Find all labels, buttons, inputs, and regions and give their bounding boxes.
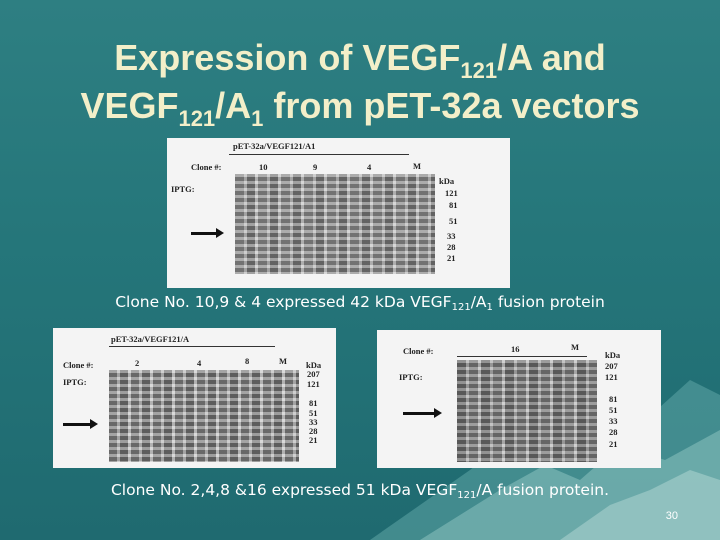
arrow-icon [63, 419, 98, 429]
gel-lanes [235, 174, 435, 274]
clone-label: Clone #: [191, 162, 222, 172]
marker-kda: 33 [609, 416, 618, 426]
marker-kda: 28 [309, 426, 318, 436]
clone-number: 10 [259, 162, 268, 172]
clone-number: 16 [511, 344, 520, 354]
arrow-icon [191, 228, 224, 238]
iptg-label: IPTG: [171, 184, 195, 194]
kda-label: kDa [439, 176, 455, 186]
arrow-icon [403, 408, 442, 418]
marker-kda: 33 [309, 417, 318, 427]
marker-kda: 28 [447, 242, 456, 252]
caption-top: Clone No. 10,9 & 4 expressed 42 kDa VEGF… [115, 293, 605, 313]
clone-number: 8 [245, 356, 250, 366]
marker-kda: 81 [309, 398, 318, 408]
marker-kda: 207 [605, 361, 618, 371]
caption-bottom: Clone No. 2,4,8 &16 expressed 51 kDa VEG… [110, 481, 610, 501]
marker-lane-label: M [413, 161, 422, 171]
marker-kda: 121 [307, 379, 320, 389]
clone-label: Clone #: [403, 346, 434, 356]
marker-kda: 33 [447, 231, 456, 241]
gel-header: pET-32a/VEGF121/A [111, 334, 190, 344]
gel-lanes [457, 360, 597, 462]
marker-kda: 121 [445, 188, 458, 198]
clone-number: 4 [367, 162, 372, 172]
gel-image-2: pET-32a/VEGF121/A Clone #: 2 4 8 M IPTG:… [53, 328, 336, 468]
gel-image-3: Clone #: 16 M IPTG: kDa 207 121 81 51 33… [377, 330, 661, 468]
marker-kda: 121 [605, 372, 618, 382]
iptg-label: IPTG: [63, 377, 87, 387]
marker-lane-label: M [571, 342, 580, 352]
iptg-label: IPTG: [399, 372, 423, 382]
marker-kda: 81 [609, 394, 618, 404]
clone-number: 2 [135, 358, 140, 368]
gel-image-1: pET-32a/VEGF121/A1 Clone #: 10 9 4 M IPT… [167, 138, 510, 288]
gel-header: pET-32a/VEGF121/A1 [233, 141, 316, 151]
clone-label: Clone #: [63, 360, 94, 370]
clone-number: 4 [197, 358, 202, 368]
slide-title: Expression of VEGF121/A and VEGF121/A1 f… [80, 37, 640, 131]
marker-kda: 21 [447, 253, 456, 263]
kda-label: kDa [605, 350, 621, 360]
page-number: 30 [665, 510, 678, 522]
marker-kda: 207 [307, 369, 320, 379]
marker-kda: 21 [609, 439, 618, 449]
marker-kda: 28 [609, 427, 618, 437]
kda-label: kDa [306, 360, 322, 370]
marker-kda: 21 [309, 435, 318, 445]
marker-kda: 51 [449, 216, 458, 226]
marker-kda: 51 [309, 408, 318, 418]
marker-kda: 81 [449, 200, 458, 210]
marker-lane-label: M [279, 356, 288, 366]
marker-kda: 51 [609, 405, 618, 415]
gel-lanes [109, 370, 299, 462]
clone-number: 9 [313, 162, 318, 172]
